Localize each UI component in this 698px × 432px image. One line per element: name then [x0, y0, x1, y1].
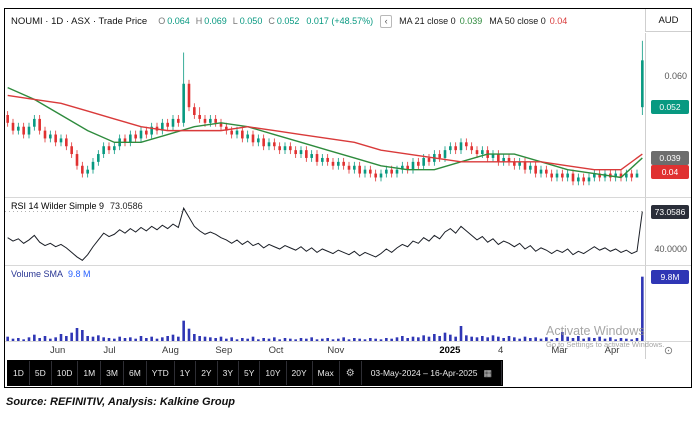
- volume-pane-title: Volume SMA 9.8 M: [11, 269, 91, 279]
- range-button-5d[interactable]: 5D: [29, 361, 52, 385]
- price-axis[interactable]: 0.060 0.052 0.039 0.04: [645, 33, 691, 197]
- range-button-10d[interactable]: 10D: [51, 361, 79, 385]
- low-label: L: [232, 16, 238, 26]
- time-axis-label: Jul: [103, 345, 116, 356]
- collapse-legend-button[interactable]: ‹: [380, 14, 393, 28]
- range-button-1y[interactable]: 1Y: [174, 361, 197, 385]
- range-button-2y[interactable]: 2Y: [196, 361, 218, 385]
- time-axis-label: 2025: [439, 345, 461, 356]
- range-button-1d[interactable]: 1D: [8, 361, 30, 385]
- high-value: 0.069: [204, 16, 227, 26]
- range-button-20y[interactable]: 20Y: [286, 361, 313, 385]
- range-buttons: 1D 5D 10D 1M 3M 6M YTD 1Y 2Y 3Y 5Y 10Y 20Y Max: [8, 361, 340, 385]
- ma21-value: 0.039: [459, 16, 483, 26]
- chart-grid: 0.060 0.052 0.039 0.04 RSI 14 Wilder Sim…: [5, 33, 691, 359]
- range-button-3y[interactable]: 3Y: [217, 361, 239, 385]
- axis-settings-icon[interactable]: ⊙: [663, 345, 674, 357]
- rsi-axis[interactable]: 73.0586 40.0000: [645, 197, 691, 265]
- range-button-ytd[interactable]: YTD: [146, 361, 175, 385]
- time-axis-label: Apr: [604, 345, 620, 356]
- currency-label: AUD: [645, 9, 691, 32]
- high-label: H: [195, 16, 203, 26]
- source-note: Source: REFINITIV, Analysis: Kalkine Gro…: [6, 396, 236, 408]
- volume-value: 9.8 M: [68, 269, 91, 279]
- time-axis[interactable]: Jun Jul Aug Sep Oct Nov 2025 4 Mar Apr: [5, 341, 645, 359]
- ma50-label: MA 50 close 0: [489, 16, 546, 26]
- symbol-title[interactable]: NOUMI · 1D · ASX · Trade Price: [11, 15, 148, 27]
- range-button-1m[interactable]: 1M: [78, 361, 102, 385]
- rsi-tick-40: 40.0000: [654, 244, 687, 254]
- date-range-button[interactable]: 03-May-2024 – 16-Apr-2025 ▦: [361, 361, 502, 385]
- toolbar-strip: 1D 5D 10D 1M 3M 6M YTD 1Y 2Y 3Y 5Y 10Y 20Y Max ⚙ 03-M…: [7, 360, 503, 386]
- price-tick-0060: 0.060: [664, 70, 687, 81]
- rsi-title[interactable]: RSI 14 Wilder Simple 9: [11, 201, 105, 211]
- date-range-label: 03-May-2024 – 16-Apr-2025: [370, 368, 478, 378]
- time-axis-corner: ⊙: [645, 341, 691, 359]
- calendar-icon: ▦: [483, 367, 492, 378]
- ohlc-values: O 0.064 H 0.069 L 0.050 C 0.052 0.017 (+48.5…: [154, 16, 373, 26]
- time-axis-label: Oct: [268, 345, 284, 356]
- close-label: C: [268, 16, 275, 26]
- ma50-legend: MA 50 close 0 0.04: [489, 16, 567, 26]
- bottom-toolbar: 1D 5D 10D 1M 3M 6M YTD 1Y 2Y 3Y 5Y 10Y 20Y Max ⚙ 03-M…: [5, 359, 691, 387]
- open-label: O: [158, 16, 166, 26]
- rsi-chart-canvas[interactable]: RSI 14 Wilder Simple 9 73.0586: [5, 197, 645, 265]
- volume-chart-canvas[interactable]: Volume SMA 9.8 M: [5, 265, 645, 341]
- rsi-value: 73.0586: [110, 201, 143, 211]
- close-value: 0.052: [276, 16, 300, 26]
- ma21-legend: MA 21 close 0 0.039: [399, 16, 482, 26]
- ma50-value: 0.04: [549, 16, 568, 26]
- ma21-label: MA 21 close 0: [399, 16, 456, 26]
- gear-icon[interactable]: ⚙: [339, 361, 362, 385]
- time-axis-label: Nov: [327, 345, 345, 356]
- time-axis-label: 4: [498, 345, 504, 356]
- change-value: 0.017 (+48.57%): [306, 16, 374, 26]
- rsi-badge: 73.0586: [651, 204, 689, 219]
- time-axis-label: Aug: [162, 345, 179, 356]
- low-value: 0.050: [239, 16, 263, 26]
- time-axis-label: Mar: [551, 345, 568, 356]
- volume-badge: 9.8M: [651, 269, 689, 284]
- last-price-badge: 0.052: [651, 100, 689, 115]
- volume-title[interactable]: Volume SMA: [11, 269, 64, 279]
- time-axis-label: Jun: [50, 345, 66, 356]
- open-value: 0.064: [167, 16, 190, 26]
- range-button-10y[interactable]: 10Y: [260, 361, 287, 385]
- volume-axis[interactable]: 9.8M: [645, 265, 691, 341]
- range-button-6m[interactable]: 6M: [123, 361, 147, 385]
- time-axis-label: Sep: [215, 345, 233, 356]
- range-button-max[interactable]: Max: [312, 361, 340, 385]
- rsi-pane-title: RSI 14 Wilder Simple 9 73.0586: [11, 201, 143, 211]
- ma50-price-badge: 0.04: [651, 164, 689, 179]
- range-button-3m[interactable]: 3M: [101, 361, 124, 385]
- price-chart-canvas[interactable]: [5, 33, 645, 197]
- range-button-5y[interactable]: 5Y: [239, 361, 261, 385]
- ma21-price-badge: 0.039: [651, 150, 689, 165]
